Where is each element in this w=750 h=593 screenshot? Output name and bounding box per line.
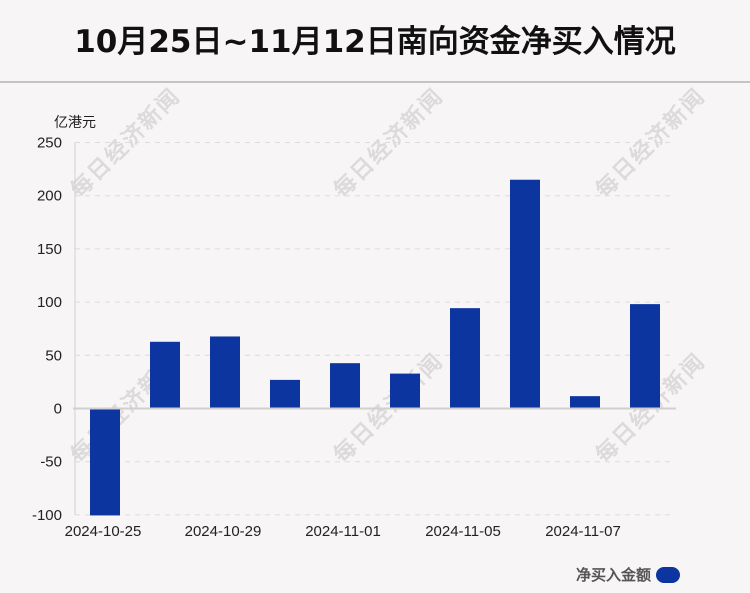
y-tick-label: 150 — [37, 241, 62, 258]
title-divider — [0, 81, 750, 83]
bar-series — [90, 179, 660, 516]
legend-swatch-icon — [656, 566, 681, 583]
bar[interactable] — [570, 396, 600, 409]
bar[interactable] — [90, 408, 120, 516]
x-tick-label: 2024-11-05 — [425, 523, 501, 540]
x-axis-tick-labels: 2024-10-25 2024-10-29 2024-11-01 2024-11-05… — [65, 523, 621, 540]
bar[interactable] — [630, 304, 660, 409]
bar[interactable] — [390, 373, 420, 409]
bar[interactable] — [270, 379, 300, 409]
y-tick-label: 250 — [37, 135, 62, 152]
x-tick-label: 2024-11-01 — [305, 523, 381, 540]
legend-label: 净买入金额 — [576, 566, 652, 584]
y-tick-label: 0 — [54, 401, 62, 418]
y-tick-label: 50 — [45, 347, 62, 364]
x-tick-label: 2024-11-07 — [545, 523, 621, 540]
bar[interactable] — [450, 308, 480, 409]
y-tick-label: -100 — [32, 507, 62, 524]
legend[interactable]: 净买入金额 — [576, 564, 681, 585]
grid-lines — [75, 142, 672, 516]
bar[interactable] — [330, 363, 360, 409]
axes — [73, 142, 676, 515]
x-tick-label: 2024-10-29 — [185, 523, 262, 540]
x-tick-label: 2024-10-25 — [65, 523, 142, 540]
bar[interactable] — [210, 336, 240, 409]
y-tick-label: 100 — [37, 294, 62, 311]
chart-title: 10月25日~11月12日南向资金净买入情况 — [74, 24, 676, 60]
y-axis-tick-labels: 250 200 150 100 50 0 -50 -100 — [32, 135, 62, 524]
bar[interactable] — [510, 179, 540, 409]
bar[interactable] — [150, 341, 180, 409]
y-axis-unit-label: 亿港元 — [54, 115, 96, 131]
y-tick-label: -50 — [40, 454, 62, 471]
y-tick-label: 200 — [37, 188, 62, 205]
